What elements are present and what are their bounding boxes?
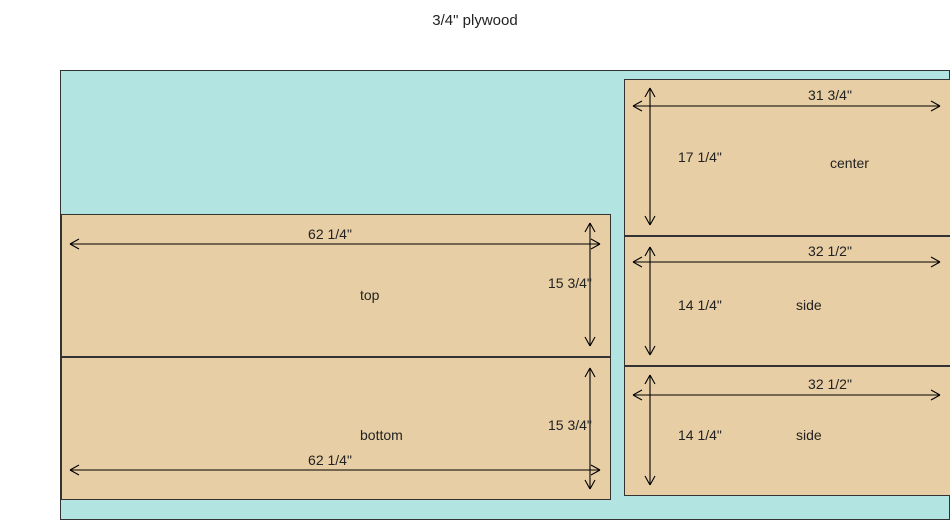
svg-text:62 1/4": 62 1/4"	[308, 226, 352, 242]
svg-text:31 3/4": 31 3/4"	[808, 87, 852, 103]
svg-text:32 1/2": 32 1/2"	[808, 376, 852, 392]
panel-label-bottom: bottom	[360, 427, 403, 443]
svg-text:15 3/4": 15 3/4"	[548, 417, 592, 433]
panel-label-side2: side	[796, 427, 822, 443]
svg-text:62 1/4": 62 1/4"	[308, 452, 352, 468]
svg-text:32 1/2": 32 1/2"	[808, 243, 852, 259]
panel-label-center: center	[830, 155, 869, 171]
svg-text:14 1/4": 14 1/4"	[678, 297, 722, 313]
dimension-overlay: top bottom center side side 62 1/4" 62 1/4" 15 …	[0, 0, 950, 520]
panel-label-side1: side	[796, 297, 822, 313]
panel-label-top: top	[360, 287, 380, 303]
svg-text:15 3/4": 15 3/4"	[548, 275, 592, 291]
svg-text:14 1/4": 14 1/4"	[678, 427, 722, 443]
svg-text:17 1/4": 17 1/4"	[678, 149, 722, 165]
